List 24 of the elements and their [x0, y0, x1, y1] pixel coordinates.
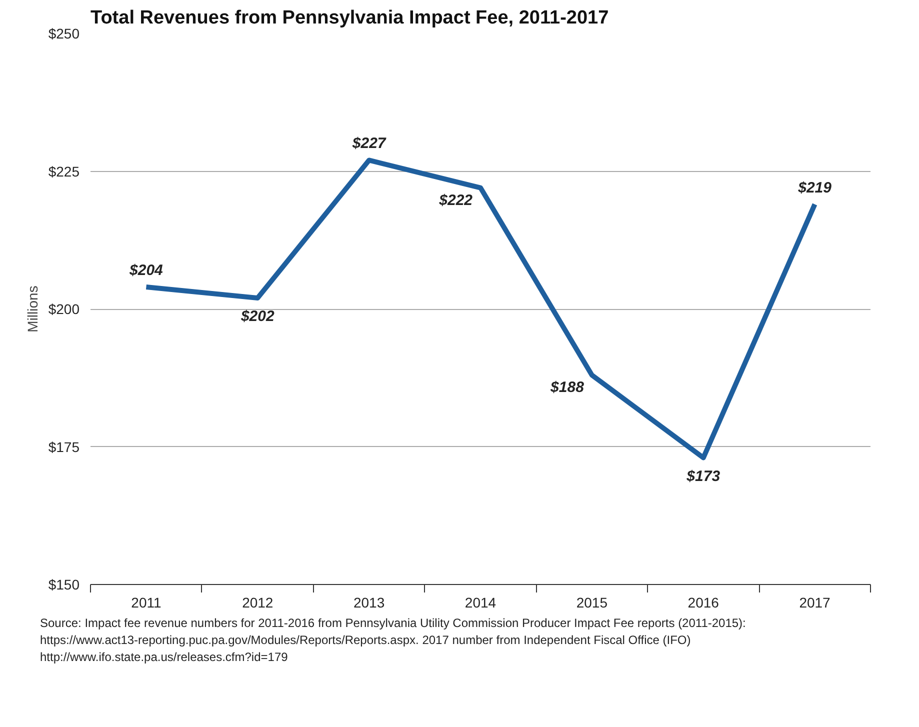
- y-tick-label: $175: [48, 438, 80, 455]
- y-tick-label: $225: [48, 163, 80, 180]
- x-tick-label: 2011: [131, 594, 162, 610]
- x-tick-label: 2012: [242, 594, 274, 610]
- text: https://www.act13-reporting.puc.pa.gov/Modules/Reports/Reports.aspx. 2017 number from Independent Fiscal Office (IFO): [40, 633, 691, 648]
- data-label: $222: [438, 192, 474, 209]
- y-tick-label: $200: [48, 301, 80, 317]
- data-label: $204: [128, 262, 164, 279]
- y-tick-label: $250: [48, 26, 80, 42]
- x-tick-label: 2017: [799, 594, 831, 610]
- data-label: $227: [351, 135, 386, 152]
- y-axis-title: Millions: [24, 286, 40, 332]
- chart-title: Total Revenues from Pennsylvania Impact Fee, 2011-2017: [90, 8, 609, 28]
- x-tick-label: 2015: [576, 594, 608, 610]
- data-label: $173: [686, 468, 721, 485]
- source-note: Source: Impact fee revenue numbers for 2011-2016 from Pennsylvania Utility Commission Producer Impact Fee reports (2011-2015):: [40, 616, 746, 630]
- data-label: $188: [550, 379, 585, 396]
- x-tick-label: 2013: [354, 594, 385, 610]
- y-tick-label: $150: [48, 576, 80, 592]
- data-label: $219: [797, 179, 832, 196]
- data-label: $202: [240, 308, 275, 325]
- text: http://www.ifo.state.pa.us/releases.cfm?id=179: [40, 650, 288, 664]
- x-tick-label: 2014: [464, 594, 496, 610]
- x-tick-label: 2016: [688, 594, 720, 610]
